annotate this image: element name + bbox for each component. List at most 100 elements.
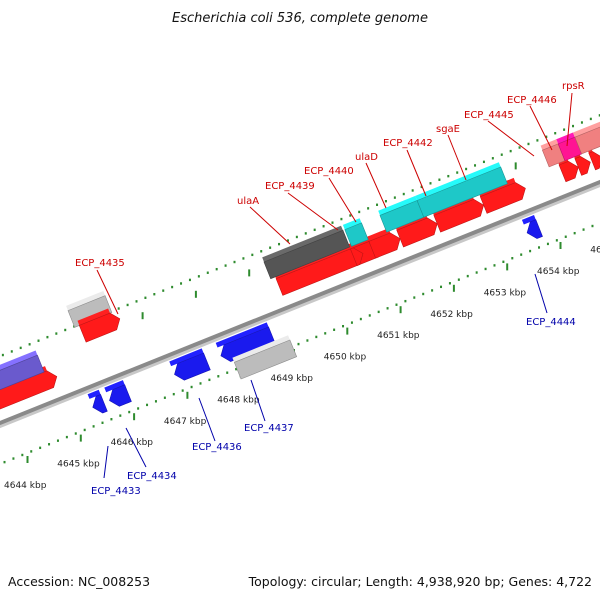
tick-dot	[199, 382, 202, 385]
tick-dot	[126, 303, 129, 307]
scale-tick-label: 4654 kbp	[537, 267, 580, 277]
tick-dot	[529, 249, 532, 253]
gene-label-reverse[interactable]: ECP_4436	[192, 442, 242, 453]
forward-cyan-gene[interactable]	[416, 166, 508, 218]
scale-tick-label: 4655 kbp	[590, 246, 600, 256]
tick-dot	[3, 460, 6, 464]
forward-red-gene[interactable]	[558, 160, 579, 183]
forward-gray-gene[interactable]	[67, 295, 113, 328]
forward-dark-gray-gene-top	[262, 225, 343, 262]
tick-dot	[188, 278, 191, 282]
tick-dot	[376, 203, 379, 206]
tick-dot	[384, 199, 387, 203]
forward-red-gene[interactable]	[574, 156, 591, 176]
tick-dot	[226, 371, 229, 374]
label-leader-line	[566, 92, 573, 147]
gene-label-reverse[interactable]: ECP_4437	[244, 423, 294, 434]
forward-red-gene[interactable]	[433, 198, 484, 233]
reverse-blue-gene[interactable]	[109, 384, 132, 407]
gene-label-reverse[interactable]: ECP_4434	[127, 471, 177, 482]
gene-label-forward[interactable]: rpsR	[562, 81, 585, 92]
tick-dot	[520, 253, 523, 256]
gene-label-forward[interactable]: ulaA	[237, 196, 259, 207]
forward-purple-gene[interactable]	[0, 354, 45, 398]
reverse-gray-gene-top	[232, 335, 290, 363]
tick-dot	[65, 435, 68, 439]
scale-tick-label: 4652 kbp	[430, 310, 473, 320]
gene-label-forward[interactable]: sgaE	[436, 124, 460, 135]
label-leader-line	[125, 427, 147, 468]
tick-dot	[447, 174, 450, 178]
tick-dot	[333, 328, 336, 331]
tick-dot	[475, 271, 478, 274]
forward-purple-gene-top	[0, 350, 38, 371]
gene-label-forward[interactable]: ECP_4435	[75, 258, 125, 269]
scale-tick-label: 4644 kbp	[4, 481, 47, 491]
tick-dot	[55, 332, 58, 335]
forward-red-gene[interactable]	[588, 151, 600, 171]
forward-cyan-gene[interactable]	[344, 222, 369, 247]
tick-dot	[411, 189, 414, 192]
tick-dot	[154, 400, 157, 403]
tick-dot	[119, 414, 122, 417]
forward-red-gene-top	[77, 308, 110, 326]
tick-dot	[233, 260, 236, 264]
label-leader-line	[287, 192, 339, 231]
gene-label-forward[interactable]: ulaD	[355, 152, 378, 163]
tick-dot	[30, 450, 33, 453]
tick-dot	[180, 282, 183, 285]
reverse-blue-gene-top	[169, 348, 204, 367]
tick-dot	[358, 210, 361, 214]
tick-dot	[144, 296, 147, 299]
gene-label-forward[interactable]: ECP_4442	[383, 138, 433, 149]
tick-dot	[251, 253, 254, 257]
tick-dot	[286, 239, 289, 242]
gene-label-forward[interactable]: ECP_4439	[265, 181, 315, 192]
tick-dot	[431, 289, 434, 292]
scale-tick-label: 4645 kbp	[57, 460, 100, 470]
tick-dot	[422, 292, 425, 296]
label-leader-line	[249, 206, 291, 245]
forward-red-gene[interactable]	[368, 232, 401, 259]
tick-dot	[572, 124, 575, 128]
tick-dot	[313, 228, 316, 232]
gene-label-forward[interactable]: ECP_4440	[304, 166, 354, 177]
forward-magenta-gene-top	[556, 132, 575, 144]
forward-pink-gene[interactable]	[574, 115, 600, 155]
tick-dot	[456, 171, 459, 174]
reverse-blue-gene[interactable]	[526, 219, 543, 239]
tick-dot	[502, 260, 505, 263]
tick-dot	[500, 153, 503, 156]
forward-cyan-gene-top	[378, 195, 418, 216]
gene-label-forward[interactable]: ECP_4446	[507, 95, 557, 106]
tick-dot	[1, 353, 4, 357]
tick-dot	[511, 257, 514, 260]
tick-dot	[92, 425, 95, 428]
tick-dot	[386, 307, 389, 310]
scale-tick-label: 4648 kbp	[217, 395, 260, 405]
tick-dot	[342, 324, 345, 328]
forward-red-gene[interactable]	[479, 182, 526, 214]
tick-dot	[359, 317, 362, 321]
reverse-blue-gene[interactable]	[92, 394, 108, 414]
reverse-gray-gene[interactable]	[233, 339, 298, 380]
tick-dot	[146, 403, 149, 407]
gene-label-reverse[interactable]: ECP_4444	[526, 317, 576, 328]
forward-red-gene[interactable]	[396, 217, 438, 248]
reverse-blue-gene[interactable]	[174, 352, 211, 381]
label-leader-line	[487, 120, 535, 157]
forward-dark-gray-gene[interactable]	[263, 229, 350, 280]
label-leader-line	[529, 105, 553, 151]
tick-dot	[482, 160, 485, 164]
forward-red-gene-top	[348, 243, 354, 249]
gene-label-reverse[interactable]: ECP_4433	[91, 486, 141, 497]
tick-dot	[12, 457, 15, 460]
gene-label-forward[interactable]: ECP_4445	[464, 110, 514, 121]
tick-dot	[163, 396, 166, 399]
tick-dot	[589, 117, 592, 121]
tick-dot	[269, 246, 272, 249]
forward-red-gene[interactable]	[78, 312, 121, 343]
label-leader-line	[406, 149, 427, 197]
forward-red-gene[interactable]	[350, 247, 364, 266]
